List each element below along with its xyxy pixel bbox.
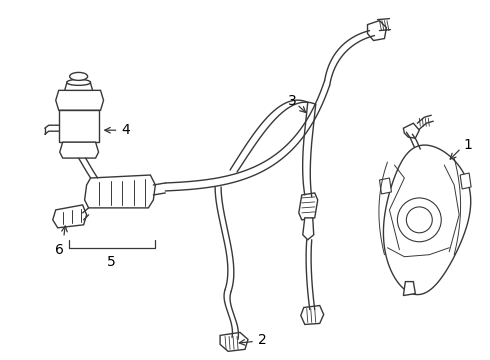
Polygon shape bbox=[220, 332, 248, 351]
Polygon shape bbox=[460, 173, 471, 189]
Circle shape bbox=[406, 207, 432, 233]
Ellipse shape bbox=[70, 72, 88, 80]
Text: 6: 6 bbox=[55, 243, 64, 257]
Polygon shape bbox=[301, 306, 324, 324]
Polygon shape bbox=[299, 193, 318, 220]
Text: 3: 3 bbox=[288, 94, 296, 108]
Polygon shape bbox=[65, 84, 93, 90]
Polygon shape bbox=[56, 90, 103, 110]
Text: 5: 5 bbox=[107, 255, 116, 269]
Polygon shape bbox=[379, 178, 392, 194]
Polygon shape bbox=[85, 175, 155, 208]
Polygon shape bbox=[368, 21, 387, 41]
Text: 1: 1 bbox=[463, 138, 472, 152]
Polygon shape bbox=[403, 123, 419, 138]
Polygon shape bbox=[384, 145, 471, 294]
Polygon shape bbox=[53, 205, 87, 228]
Text: 4: 4 bbox=[122, 123, 130, 137]
Ellipse shape bbox=[67, 80, 91, 85]
Circle shape bbox=[397, 198, 441, 242]
Polygon shape bbox=[403, 282, 416, 296]
Polygon shape bbox=[60, 142, 98, 158]
Text: 2: 2 bbox=[258, 333, 267, 347]
Polygon shape bbox=[303, 218, 314, 240]
Polygon shape bbox=[59, 110, 98, 142]
